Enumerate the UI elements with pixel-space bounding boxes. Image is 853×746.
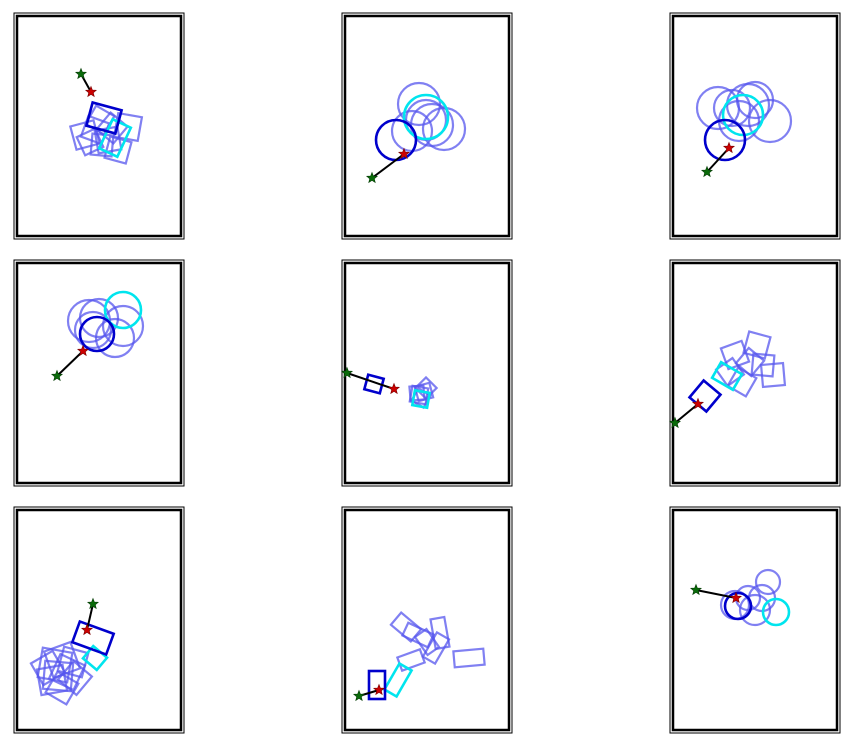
end-star-icon — [722, 141, 736, 154]
candidate-circle — [421, 106, 467, 152]
panel-r1c3 — [669, 12, 841, 240]
candidate-circle — [747, 98, 793, 144]
panel-r2c1 — [13, 259, 185, 487]
candidate-circle — [94, 317, 136, 359]
panel-frame-inner — [343, 261, 511, 485]
start-star-icon — [340, 366, 354, 379]
goal-circle — [103, 290, 143, 330]
candidate-square — [41, 659, 75, 693]
candidate-square — [413, 375, 439, 401]
candidate-circle — [738, 593, 772, 627]
panel-frame-outer — [669, 506, 841, 734]
active-square — [84, 100, 124, 136]
candidate-rectangle — [413, 627, 441, 657]
candidate-square — [103, 135, 133, 165]
panel-frame-outer — [669, 259, 841, 487]
start-star-icon — [365, 171, 379, 184]
candidate-rectangle — [395, 647, 427, 673]
candidate-square — [44, 670, 80, 706]
candidate-circle — [73, 310, 113, 350]
start-star-icon — [700, 165, 714, 178]
start-star-icon — [689, 583, 703, 596]
candidate-square — [89, 132, 115, 158]
panel-frame-outer — [341, 506, 513, 734]
trajectory-line — [674, 403, 699, 424]
panel-frame-inner — [343, 508, 511, 732]
panel-r1c1 — [13, 12, 185, 240]
candidate-rectangle — [429, 615, 451, 651]
candidate-square — [56, 645, 90, 679]
candidate-square — [75, 127, 105, 157]
active-circle — [78, 315, 116, 353]
candidate-rectangle — [452, 647, 486, 669]
panel-frame-inner — [15, 508, 183, 732]
panel-frame-outer — [341, 12, 513, 240]
active-circle — [723, 591, 753, 621]
panel-frame-inner — [15, 261, 183, 485]
candidate-circle — [754, 568, 782, 596]
goal-circle — [402, 93, 450, 141]
end-star-icon — [397, 147, 411, 160]
start-star-icon — [74, 67, 88, 80]
candidate-circle — [735, 80, 775, 120]
trajectory-line — [86, 603, 94, 631]
start-star-icon — [50, 369, 64, 382]
end-star-icon — [80, 623, 94, 636]
panel-frame-outer — [669, 12, 841, 240]
goal-circle — [721, 93, 765, 137]
start-star-icon — [352, 689, 366, 702]
panel-frame-outer — [341, 259, 513, 487]
panel-frame-outer — [13, 506, 185, 734]
goal-square — [410, 388, 432, 410]
candidate-square — [56, 659, 94, 697]
trajectory-line — [346, 372, 395, 390]
active-circle — [374, 118, 418, 162]
goal-square — [97, 117, 133, 159]
panel-r2c3 — [668, 259, 841, 487]
end-star-icon — [729, 591, 743, 604]
candidate-square — [759, 361, 787, 389]
trajectory-line — [56, 350, 84, 377]
candidate-circle — [747, 583, 777, 613]
panel-frame-inner — [671, 14, 839, 238]
candidate-circle — [101, 304, 145, 348]
end-star-icon — [691, 397, 705, 410]
panel-r3c1 — [13, 506, 185, 734]
candidate-circle — [712, 88, 752, 128]
goal-rectangle — [382, 661, 414, 699]
candidate-rectangle — [421, 630, 451, 666]
panel-frame-inner — [15, 14, 183, 238]
goal-square — [710, 360, 744, 392]
end-star-icon — [387, 382, 401, 395]
end-star-icon — [84, 85, 98, 98]
goal-circle — [761, 597, 791, 627]
panel-frame-outer — [13, 12, 185, 240]
panel-r1c2 — [341, 12, 513, 240]
start-star-icon — [668, 416, 682, 429]
candidate-rectangle — [400, 621, 436, 649]
panel-r3c3 — [669, 506, 841, 734]
candidate-square — [734, 346, 766, 378]
active-circle — [703, 118, 747, 162]
active-rectangle — [367, 669, 387, 701]
start-star-icon — [86, 597, 100, 610]
candidate-square — [35, 663, 69, 697]
panel-r2c2 — [340, 259, 513, 487]
end-star-icon — [76, 344, 90, 357]
active-square — [70, 619, 116, 657]
trajectory-line — [695, 589, 737, 599]
trajectory-line — [371, 153, 405, 179]
active-square — [362, 373, 386, 395]
panel-frame-inner — [671, 508, 839, 732]
panel-frame-outer — [13, 259, 185, 487]
panel-frame-inner — [671, 261, 839, 485]
panel-frame-inner — [343, 14, 511, 238]
trajectory-line — [706, 147, 730, 173]
candidate-circle — [396, 81, 442, 127]
panel-r3c2 — [341, 506, 513, 734]
end-star-icon — [372, 683, 386, 696]
